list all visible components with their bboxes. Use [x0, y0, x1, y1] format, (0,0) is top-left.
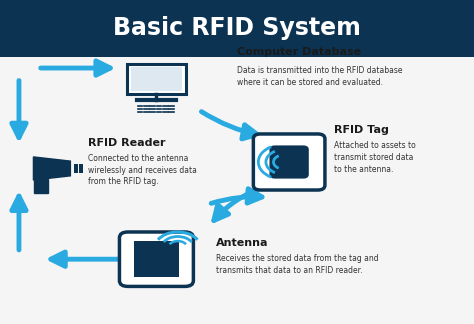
FancyBboxPatch shape — [119, 232, 193, 286]
Text: Attached to assets to
transmit stored data
to the antenna.: Attached to assets to transmit stored da… — [334, 141, 416, 174]
Text: Basic RFID System: Basic RFID System — [113, 16, 361, 40]
Polygon shape — [33, 157, 70, 180]
FancyBboxPatch shape — [271, 147, 307, 177]
FancyBboxPatch shape — [73, 164, 78, 173]
Text: Connected to the antenna
wirelessly and receives data
from the RFID tag.: Connected to the antenna wirelessly and … — [88, 154, 197, 187]
Bar — [0, 0, 474, 57]
Text: Computer Database: Computer Database — [237, 47, 361, 57]
FancyBboxPatch shape — [253, 134, 325, 190]
Text: RFID Reader: RFID Reader — [88, 138, 165, 148]
FancyBboxPatch shape — [131, 67, 182, 91]
Text: Receives the stored data from the tag and
transmits that data to an RFID reader.: Receives the stored data from the tag an… — [216, 254, 378, 275]
Text: Antenna: Antenna — [216, 238, 268, 248]
Polygon shape — [34, 179, 48, 193]
FancyBboxPatch shape — [79, 164, 82, 173]
Text: Data is transmitted into the RFID database
where it can be stored and evaluated.: Data is transmitted into the RFID databa… — [237, 66, 402, 87]
FancyBboxPatch shape — [127, 64, 186, 94]
Text: RFID Tag: RFID Tag — [334, 125, 389, 135]
FancyBboxPatch shape — [134, 241, 179, 277]
